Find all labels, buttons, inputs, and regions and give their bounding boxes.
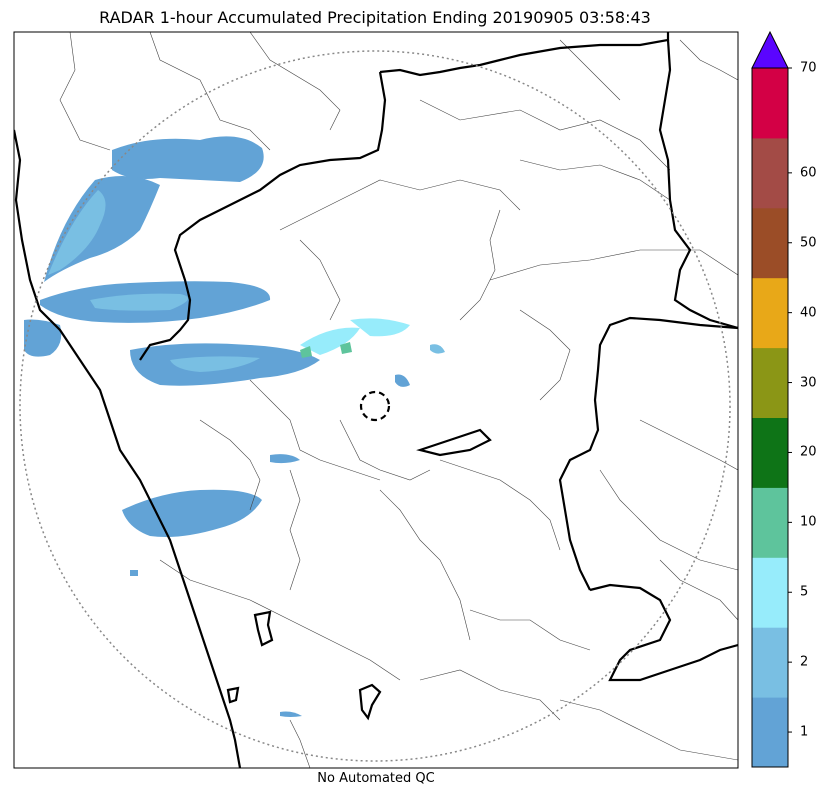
precip-cyan-1 [300,327,360,355]
precip-green-2 [340,342,352,354]
colorbar-tick-label: 20 [800,444,817,460]
precip-band-north [112,136,264,182]
colorbar-bin-2 [752,557,788,628]
colorbar-tick-label: 1 [800,724,809,740]
state-boundaries [14,32,738,768]
qc-note: No Automated QC [317,771,435,786]
precip-areas [24,136,445,717]
precip-speck-1 [270,454,300,464]
precip-speck-4 [395,374,410,387]
colorbar-bin-6 [752,277,788,349]
precip-cyan-2 [350,318,410,337]
colorbar-tick-label: 60 [800,165,817,181]
precip-speck-2 [280,711,302,717]
range-ring [19,50,731,762]
precip-band-south [122,489,262,537]
precip-band-mid1-light [90,293,188,311]
precip-band-mid2-light [170,356,260,372]
colorbar-bin-5 [752,347,788,418]
colorbar-tick-label: 30 [800,375,817,391]
colorbar-tick-label: 10 [800,514,817,530]
precip-light-arc [48,190,106,275]
precip-speck-3 [130,570,138,576]
colorbar-tick-label: 70 [800,60,817,76]
chart-title: RADAR 1-hour Accumulated Precipitation E… [99,8,651,27]
district-boundaries [59,32,738,768]
colorbar-bin-7 [752,207,788,279]
radar-site-marker [359,390,391,422]
colorbar-bin-3 [752,487,788,558]
precip-speck-5 [430,344,445,354]
precip-band-west-edge [24,319,62,357]
colorbar-overflow-triangle [751,30,789,69]
colorbar-bin-8 [752,137,788,209]
colorbar-bin-4 [752,417,788,488]
colorbar-bin-0 [752,697,788,768]
colorbar-tick-label: 5 [800,584,809,600]
colorbar-bin-1 [752,627,788,698]
colorbar-bin-9 [752,68,788,139]
map-frame [13,31,739,769]
precip-green-1 [300,346,312,358]
colorbar-tick-label: 2 [800,654,809,670]
colorbar-tick-label: 50 [800,235,817,251]
colorbar-tick-label: 40 [800,305,817,321]
colorbar-frame [751,67,789,768]
